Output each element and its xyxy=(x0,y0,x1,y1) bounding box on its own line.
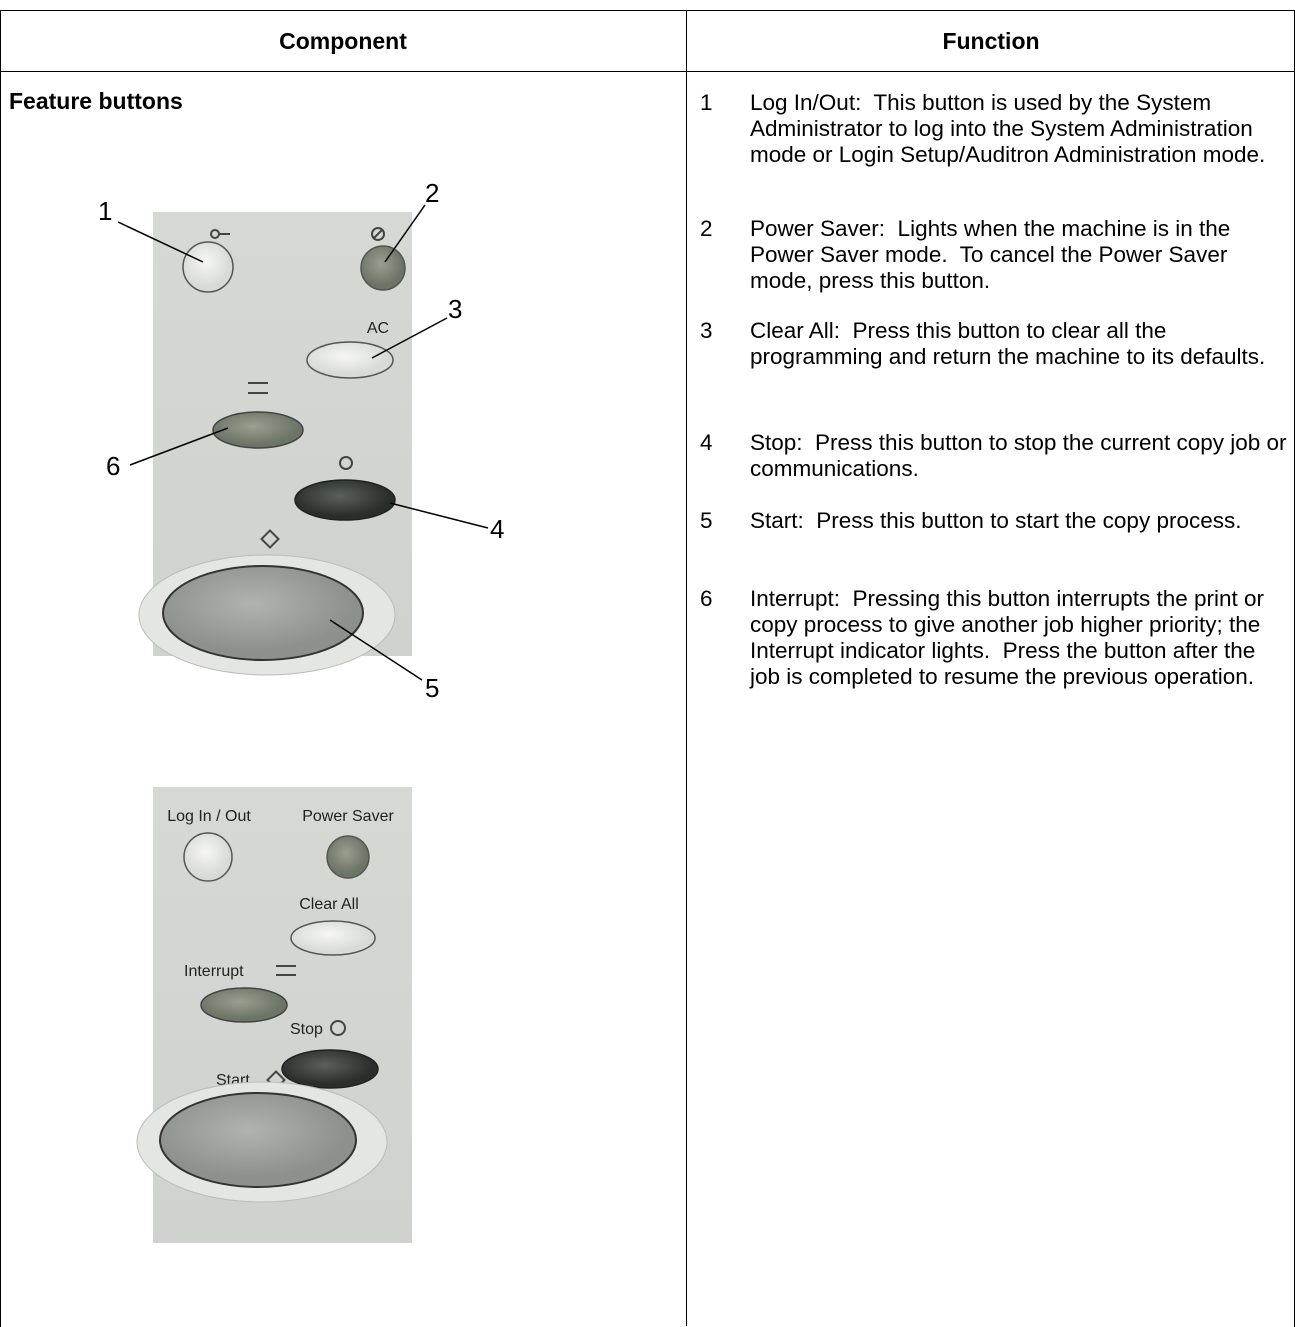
callout: 2 xyxy=(425,178,439,208)
item-number: 3 xyxy=(700,318,713,343)
panel-figures: AC 1 2 3 4 5 6 Log In / Out Power Saver … xyxy=(98,178,504,1243)
panel-label: Clear All xyxy=(299,896,359,913)
item-text: Power Saver: Lights when the machine is … xyxy=(750,216,1237,293)
panel-marking: AC xyxy=(367,320,389,337)
item-text: Log In/Out: This button is used by the S… xyxy=(750,90,1266,167)
item-text: Stop: Press this button to stop the curr… xyxy=(750,430,1293,481)
callout: 4 xyxy=(490,514,504,544)
item-text: Interrupt: Pressing this button interrup… xyxy=(750,586,1271,689)
item-number: 1 xyxy=(700,90,713,115)
clear-all-button xyxy=(306,341,394,379)
interrupt-button xyxy=(200,987,288,1023)
component-label: Feature buttons xyxy=(9,88,183,114)
panel-label: Interrupt xyxy=(184,963,244,980)
login-button xyxy=(182,241,234,293)
power-saver-button xyxy=(360,245,406,291)
panel-label: Log In / Out xyxy=(167,808,251,825)
item-number: 6 xyxy=(700,586,713,611)
callouts: 1 2 3 4 5 6 xyxy=(98,178,504,703)
start-button xyxy=(159,1092,357,1188)
login-button xyxy=(183,832,233,882)
clear-all-button xyxy=(290,920,376,956)
callout: 5 xyxy=(425,673,439,703)
stop-button xyxy=(281,1049,379,1089)
stop-button xyxy=(294,479,396,521)
callout-lines xyxy=(117,204,489,681)
item-text: Start: Press this button to start the co… xyxy=(750,508,1242,533)
interrupt-button xyxy=(212,411,304,449)
start-button xyxy=(162,565,364,661)
item-number: 4 xyxy=(700,430,713,455)
panel-label: Stop xyxy=(290,1021,323,1038)
callout: 3 xyxy=(448,294,462,324)
header-cell: Function xyxy=(942,28,1040,54)
power-saver-button xyxy=(326,835,370,879)
callout: 6 xyxy=(106,451,120,481)
item-text: Clear All: Press this button to clear al… xyxy=(750,318,1266,369)
column-divider xyxy=(686,10,687,1326)
header-cell: Component xyxy=(279,28,407,54)
item-number: 2 xyxy=(700,216,713,241)
item-number: 5 xyxy=(700,508,713,533)
callout: 1 xyxy=(98,196,112,226)
panel-label: Power Saver xyxy=(302,808,394,825)
header-rule xyxy=(0,71,1295,72)
